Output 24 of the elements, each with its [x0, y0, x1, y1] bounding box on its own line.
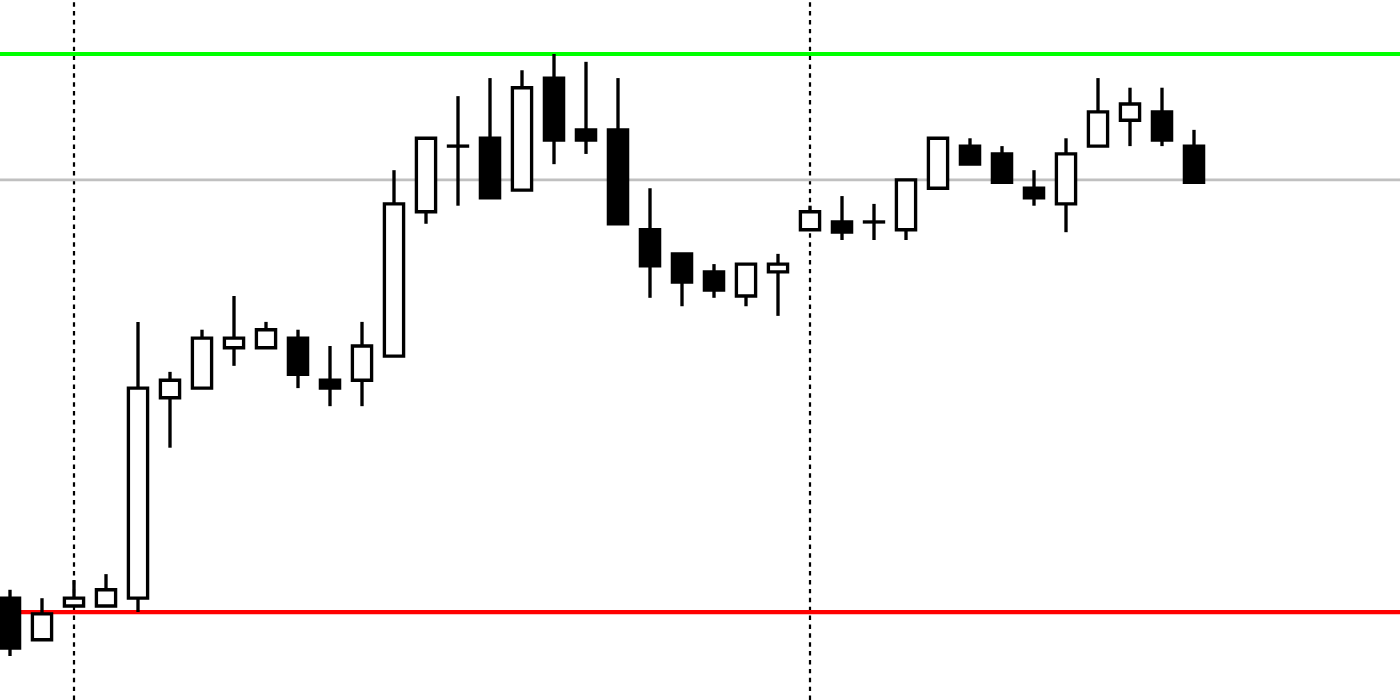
candlestick	[1022, 168, 1046, 208]
candlestick	[350, 320, 374, 408]
candlestick	[574, 60, 598, 156]
candlestick	[670, 252, 694, 308]
candlestick	[158, 370, 182, 450]
candlestick	[222, 294, 246, 368]
candlestick	[861, 202, 887, 242]
candlestick	[734, 262, 758, 308]
candlestick	[830, 194, 854, 242]
candlestick	[94, 572, 118, 608]
candlestick	[1182, 128, 1206, 184]
candlestick	[30, 596, 54, 642]
candlestick	[286, 328, 310, 390]
candlestick	[958, 136, 982, 166]
candlestick	[766, 252, 790, 318]
candlestick	[254, 320, 278, 350]
candlestick	[318, 344, 342, 408]
candlestick	[1150, 86, 1174, 148]
candlestick	[990, 144, 1014, 184]
candlestick	[1118, 86, 1142, 148]
candlestick	[1086, 76, 1110, 148]
candlestick	[638, 186, 662, 300]
candlestick	[445, 94, 471, 208]
candlestick	[702, 262, 726, 300]
